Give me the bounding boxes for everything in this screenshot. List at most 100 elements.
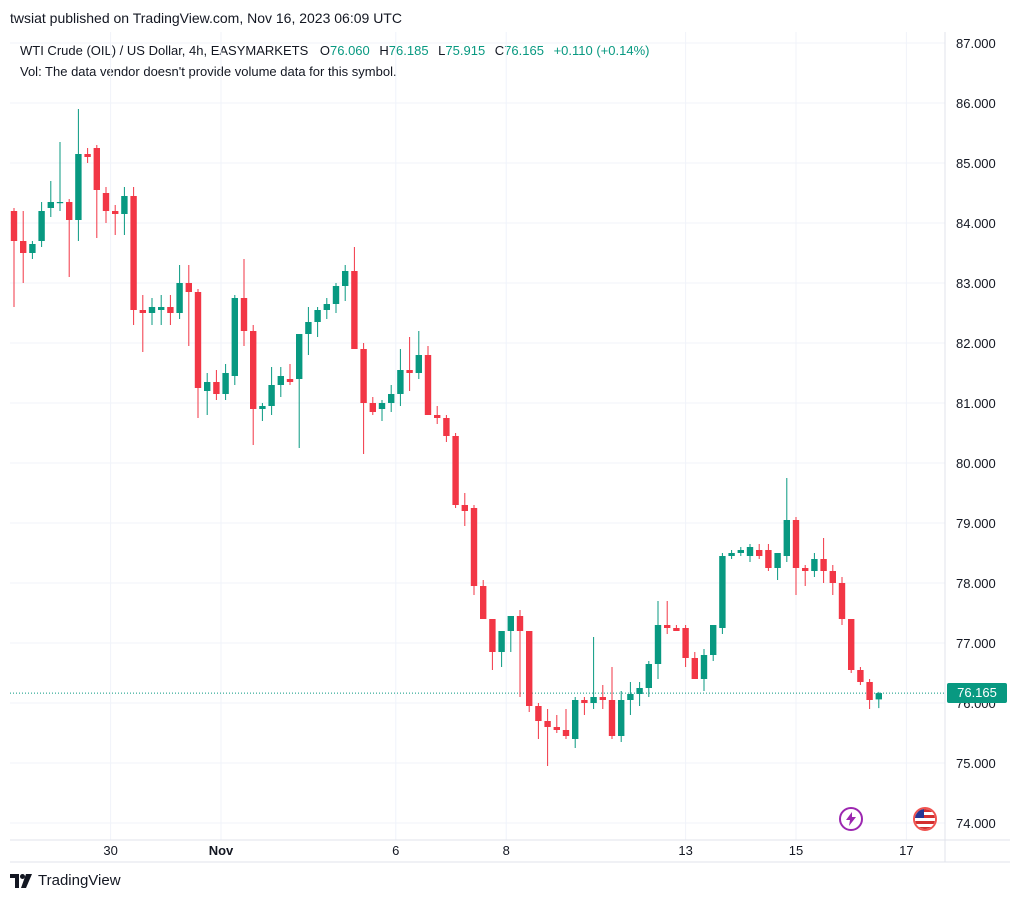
candle[interactable] xyxy=(461,493,468,526)
candle[interactable] xyxy=(618,691,625,742)
candle[interactable] xyxy=(664,601,671,634)
candle[interactable] xyxy=(746,544,754,562)
candle[interactable] xyxy=(811,553,818,577)
candle[interactable] xyxy=(20,211,27,283)
candle[interactable] xyxy=(783,478,790,562)
candle[interactable] xyxy=(29,241,36,259)
candle[interactable] xyxy=(66,199,73,277)
candle[interactable] xyxy=(673,625,680,631)
candle[interactable] xyxy=(829,565,836,595)
candle[interactable] xyxy=(608,667,616,739)
candle[interactable] xyxy=(802,565,809,586)
lightning-icon[interactable] xyxy=(839,807,863,831)
symbol-name[interactable]: WTI Crude (OIL) / US Dollar, 4h, EASYMAR… xyxy=(20,43,309,58)
candle[interactable] xyxy=(10,208,18,307)
candle[interactable] xyxy=(756,544,763,559)
candle[interactable] xyxy=(498,631,505,667)
candle[interactable] xyxy=(369,397,376,415)
candle[interactable] xyxy=(627,682,634,715)
candle[interactable] xyxy=(590,637,597,709)
candle[interactable] xyxy=(866,679,873,709)
candle[interactable] xyxy=(93,145,100,238)
candle[interactable] xyxy=(710,625,717,661)
candle[interactable] xyxy=(268,367,275,415)
candle[interactable] xyxy=(507,616,514,652)
candle[interactable] xyxy=(194,289,202,418)
candle[interactable] xyxy=(351,247,358,349)
candle[interactable] xyxy=(452,433,459,508)
candle[interactable] xyxy=(388,385,395,412)
candle[interactable] xyxy=(562,709,570,739)
candle[interactable] xyxy=(857,667,864,685)
candle[interactable] xyxy=(75,109,82,241)
candle[interactable] xyxy=(250,325,257,445)
candle[interactable] xyxy=(84,148,91,163)
candle[interactable] xyxy=(38,202,45,247)
candle[interactable] xyxy=(259,403,266,421)
candle[interactable] xyxy=(323,298,330,319)
candle[interactable] xyxy=(838,577,846,625)
candle[interactable] xyxy=(875,691,882,709)
candle[interactable] xyxy=(581,697,588,715)
candle[interactable] xyxy=(470,505,478,595)
candle[interactable] xyxy=(240,259,248,346)
candle[interactable] xyxy=(599,685,606,709)
candle[interactable] xyxy=(56,142,64,211)
candle[interactable] xyxy=(691,652,698,679)
candle[interactable] xyxy=(654,601,662,679)
candle[interactable] xyxy=(526,631,533,712)
candle[interactable] xyxy=(406,337,413,391)
candle[interactable] xyxy=(516,610,524,697)
candle[interactable] xyxy=(121,187,128,235)
candle[interactable] xyxy=(360,343,367,454)
candle[interactable] xyxy=(443,415,450,442)
candle[interactable] xyxy=(231,295,238,385)
candle[interactable] xyxy=(765,544,772,571)
candle[interactable] xyxy=(139,295,146,352)
candle[interactable] xyxy=(636,682,643,706)
candle[interactable] xyxy=(544,709,551,766)
candle[interactable] xyxy=(820,538,827,583)
candle[interactable] xyxy=(535,703,542,739)
candle[interactable] xyxy=(682,625,689,667)
candle[interactable] xyxy=(332,283,340,313)
candle[interactable] xyxy=(213,370,220,400)
candle[interactable] xyxy=(700,649,708,691)
candle[interactable] xyxy=(286,364,294,385)
candle[interactable] xyxy=(434,406,441,424)
candle[interactable] xyxy=(378,400,386,421)
candle[interactable] xyxy=(572,697,579,748)
candle[interactable] xyxy=(102,187,110,223)
candle[interactable] xyxy=(47,181,54,217)
candle[interactable] xyxy=(792,517,800,595)
candle[interactable] xyxy=(148,298,156,325)
candle[interactable] xyxy=(167,295,174,325)
candle[interactable] xyxy=(415,331,422,379)
candle[interactable] xyxy=(204,373,211,415)
candle[interactable] xyxy=(176,265,183,319)
candle[interactable] xyxy=(397,349,404,406)
candle[interactable] xyxy=(314,307,321,337)
candle[interactable] xyxy=(424,346,432,415)
candle[interactable] xyxy=(489,619,496,670)
candle[interactable] xyxy=(112,205,119,235)
candle[interactable] xyxy=(774,553,781,580)
candle[interactable] xyxy=(342,265,349,301)
candle[interactable] xyxy=(305,307,312,355)
us-flag-icon[interactable] xyxy=(913,807,937,831)
candle[interactable] xyxy=(130,187,137,325)
candle[interactable] xyxy=(222,364,229,400)
candle[interactable] xyxy=(645,661,652,697)
candle[interactable] xyxy=(737,547,744,556)
candle[interactable] xyxy=(728,550,735,559)
candle[interactable] xyxy=(848,619,855,673)
candle[interactable] xyxy=(185,265,192,346)
candle[interactable] xyxy=(277,367,284,397)
candle[interactable] xyxy=(480,580,487,619)
candle[interactable] xyxy=(296,334,303,448)
candle[interactable] xyxy=(719,553,726,634)
candle[interactable] xyxy=(553,715,560,733)
y-tick-label: 84.000 xyxy=(956,216,996,231)
candle[interactable] xyxy=(158,295,165,325)
